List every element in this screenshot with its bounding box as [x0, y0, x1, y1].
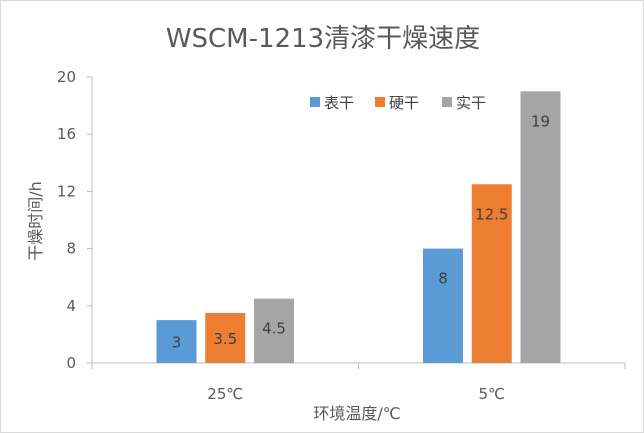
x-axis-title: 环境温度/℃: [313, 404, 400, 423]
x-category-label: 5℃: [479, 385, 505, 403]
data-label: 8: [438, 270, 448, 288]
legend-label: 表干: [324, 94, 354, 112]
bar: [520, 91, 561, 364]
axes-layer: 0 4 8 12 16 20 25℃ 5℃: [57, 68, 626, 403]
y-tick-label: 16: [57, 125, 76, 143]
legend-swatch: [442, 97, 452, 107]
data-label: 19: [531, 112, 550, 130]
data-labels-layer: 3 3.5 4.5 8 12.5 19: [172, 112, 550, 351]
data-label: 3.5: [213, 330, 237, 348]
legend-swatch: [375, 97, 385, 107]
data-label: 3: [172, 334, 182, 352]
x-category-label: 25℃: [207, 385, 243, 403]
legend: 表干 硬干 实干: [310, 94, 486, 112]
data-label: 4.5: [262, 320, 286, 338]
bars-layer: [156, 91, 561, 364]
data-label: 12.5: [475, 205, 508, 223]
legend-label: 实干: [456, 94, 486, 112]
y-tick-label: 20: [57, 68, 76, 86]
bar: [254, 298, 295, 363]
y-tick-label: 4: [66, 297, 76, 315]
bar: [205, 312, 246, 363]
y-axis-title: 干燥时间/h: [26, 181, 45, 261]
legend-label: 硬干: [389, 94, 419, 112]
y-tick-label: 8: [66, 240, 76, 258]
legend-swatch: [310, 97, 320, 107]
y-tick-label: 12: [57, 182, 76, 200]
bar: [422, 248, 463, 363]
chart-title: WSCM-1213清漆干燥速度: [166, 24, 480, 54]
y-tick-label: 0: [66, 354, 76, 372]
bar: [156, 320, 197, 363]
bar: [471, 184, 512, 363]
